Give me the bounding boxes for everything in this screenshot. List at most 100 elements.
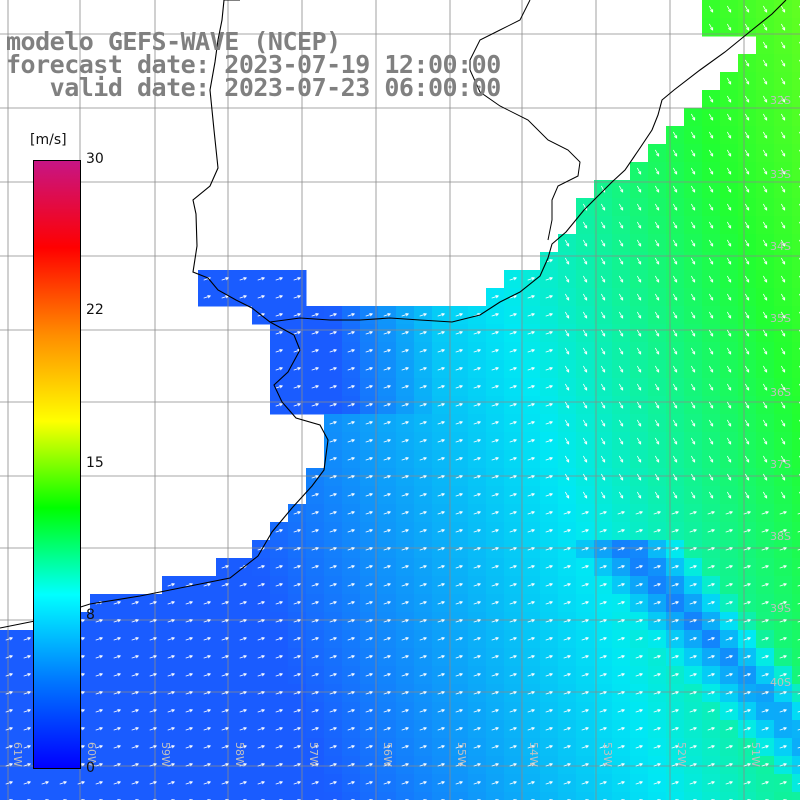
wind-arrow xyxy=(311,726,320,731)
wind-arrow xyxy=(689,726,698,731)
wind-arrow xyxy=(275,582,284,587)
field-cell xyxy=(396,792,415,800)
wind-arrow xyxy=(617,654,626,659)
latitude-label: 35S xyxy=(770,312,791,325)
wind-arrow xyxy=(744,23,750,31)
wind-arrow xyxy=(582,221,588,229)
wind-arrow xyxy=(617,780,626,785)
wind-arrow xyxy=(527,708,536,713)
wind-arrow xyxy=(708,329,714,337)
wind-arrow xyxy=(365,420,374,425)
field-cell xyxy=(792,774,800,793)
wind-arrow xyxy=(365,492,374,497)
wind-arrow xyxy=(779,708,788,713)
wind-arrow xyxy=(149,708,158,713)
wind-arrow xyxy=(455,366,464,371)
wind-arrow xyxy=(618,365,624,373)
wind-arrow xyxy=(672,239,678,247)
wind-arrow xyxy=(618,383,624,391)
wind-arrow xyxy=(185,726,194,731)
wind-arrow xyxy=(653,510,662,515)
wind-arrow xyxy=(473,600,482,605)
wind-arrow xyxy=(509,348,518,353)
wind-arrow xyxy=(599,618,608,623)
wind-arrow xyxy=(527,726,536,731)
wind-arrow xyxy=(131,744,140,749)
wind-arrow xyxy=(564,419,570,427)
wind-arrow xyxy=(780,131,786,139)
wind-arrow xyxy=(509,402,518,407)
forecast-date: forecast date: 2023-07-19 12:00:00 xyxy=(6,50,501,79)
wind-arrow xyxy=(419,366,428,371)
wind-arrow xyxy=(636,401,642,409)
wind-arrow xyxy=(744,239,750,247)
wind-arrow xyxy=(797,602,800,605)
wind-arrow xyxy=(527,474,536,479)
wind-arrow xyxy=(437,420,446,425)
wind-arrow xyxy=(672,203,678,211)
wind-arrow xyxy=(600,311,606,319)
wind-arrow xyxy=(545,708,554,713)
wind-arrow xyxy=(708,149,714,157)
wind-arrow xyxy=(437,510,446,515)
wind-arrow xyxy=(419,762,428,767)
field-cell xyxy=(72,792,91,800)
longitude-label: 60W xyxy=(85,742,98,767)
wind-arrow xyxy=(527,294,536,299)
wind-arrow xyxy=(419,654,428,659)
wind-arrow xyxy=(653,726,662,731)
wind-arrow xyxy=(149,726,158,731)
wind-arrow xyxy=(545,294,554,299)
wind-arrow xyxy=(509,438,518,443)
wind-arrow xyxy=(654,455,660,463)
wind-arrow xyxy=(455,708,464,713)
longitude-label: 56W xyxy=(381,742,394,767)
field-cell xyxy=(792,72,800,91)
wind-arrow xyxy=(689,564,698,569)
wind-arrow xyxy=(203,294,212,299)
wind-arrow xyxy=(761,726,770,731)
wind-arrow xyxy=(293,330,302,335)
wind-arrow xyxy=(654,167,660,175)
wind-arrow xyxy=(708,113,714,121)
wind-arrow xyxy=(365,564,374,569)
wind-arrow xyxy=(347,384,356,389)
longitude-label: 55W xyxy=(455,742,468,767)
wind-arrow xyxy=(564,329,570,337)
wind-arrow xyxy=(581,690,590,695)
wind-arrow xyxy=(743,726,752,731)
wind-arrow xyxy=(203,690,212,695)
wind-arrow xyxy=(617,582,626,587)
wind-arrow xyxy=(672,311,678,319)
wind-arrow xyxy=(599,762,608,767)
wind-arrow xyxy=(311,654,320,659)
wind-arrow xyxy=(563,564,572,569)
wind-arrow xyxy=(329,420,338,425)
wind-arrow xyxy=(744,203,750,211)
wind-arrow xyxy=(599,636,608,641)
wind-arrow xyxy=(690,185,696,193)
field-cell xyxy=(288,792,307,800)
wind-arrow xyxy=(708,23,714,31)
wind-arrow xyxy=(473,528,482,533)
wind-arrow xyxy=(365,438,374,443)
wind-arrow xyxy=(726,437,732,445)
field-cell xyxy=(414,792,433,800)
wind-arrow xyxy=(275,618,284,623)
longitude-label: 61W xyxy=(11,742,24,767)
wind-arrow xyxy=(455,528,464,533)
wind-arrow xyxy=(599,600,608,605)
wind-arrow xyxy=(113,708,122,713)
wind-arrow xyxy=(401,654,410,659)
wind-arrow xyxy=(581,564,590,569)
wind-arrow xyxy=(275,708,284,713)
wind-arrow xyxy=(653,636,662,641)
field-cell xyxy=(522,792,541,800)
wind-arrow xyxy=(708,185,714,193)
wind-arrow xyxy=(257,582,266,587)
wind-arrow xyxy=(347,546,356,551)
wind-arrow xyxy=(167,780,176,785)
wind-arrow xyxy=(491,492,500,497)
wind-arrow xyxy=(275,744,284,749)
field-cell xyxy=(792,288,800,307)
